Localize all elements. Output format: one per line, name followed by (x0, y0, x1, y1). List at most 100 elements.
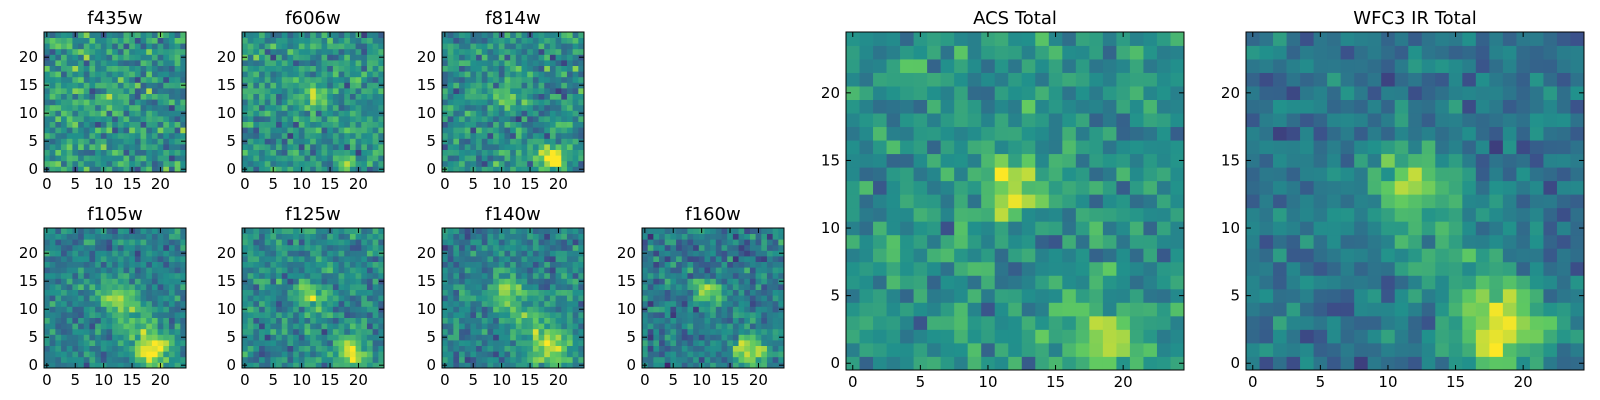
heatmap-cell (681, 228, 688, 234)
heatmap-cell (521, 65, 528, 72)
heatmap-cell (304, 295, 311, 302)
heatmap-cell (572, 323, 579, 330)
heatmap-cell (259, 37, 266, 44)
heatmap-cell (738, 323, 745, 330)
heatmap-cell (744, 306, 751, 313)
heatmap-cell (778, 340, 785, 346)
heatmap-cell (761, 362, 768, 369)
heatmap-cell (493, 144, 500, 150)
heatmap-cell (287, 340, 294, 346)
heatmap-cell (442, 356, 449, 363)
heatmap-cell (134, 306, 141, 313)
heatmap-cell (100, 149, 107, 156)
heatmap-cell (168, 362, 176, 369)
heatmap-cell (327, 334, 334, 341)
heatmap-cell (281, 284, 288, 290)
heatmap-cell (247, 250, 254, 257)
heatmap-cell (338, 295, 345, 302)
heatmap-cell (49, 82, 56, 89)
heatmap-cell (55, 317, 62, 324)
heatmap-cell (572, 317, 579, 324)
heatmap-cell (117, 138, 124, 145)
heatmap-cell (89, 116, 96, 122)
heatmap-cell (967, 234, 982, 249)
heatmap-cell (378, 127, 385, 134)
heatmap-cell (366, 54, 374, 61)
heatmap-cell (527, 351, 534, 358)
heatmap-cell (538, 127, 545, 134)
heatmap-cell (372, 132, 379, 139)
heatmap-cell (140, 138, 147, 145)
heatmap-cell (498, 267, 505, 274)
heatmap-cell (349, 278, 356, 285)
heatmap-cell (61, 149, 68, 156)
heatmap-cell (95, 334, 102, 341)
heatmap-cell (174, 65, 181, 72)
heatmap-cell (372, 244, 379, 251)
heatmap-cell (151, 138, 158, 145)
heatmap-cell (476, 116, 483, 122)
heatmap-cell (327, 267, 334, 274)
heatmap-cell (940, 315, 955, 330)
heatmap-cell (732, 323, 739, 330)
y-tick-label: 20 (417, 48, 436, 66)
heatmap-cell (561, 93, 568, 100)
heatmap-cell (555, 328, 562, 335)
heatmap-cell (361, 76, 368, 83)
heatmap-cell (659, 328, 666, 335)
heatmap-cell (264, 351, 271, 358)
heatmap-cell (515, 144, 522, 150)
heatmap-cell (157, 132, 164, 139)
heatmap-cell (555, 278, 562, 285)
heatmap-cell (561, 166, 568, 173)
heatmap-cell (698, 300, 705, 307)
heatmap-cell (772, 300, 779, 307)
heatmap-cell (549, 284, 556, 290)
heatmap-cell (304, 127, 311, 134)
heatmap-cell (129, 272, 136, 279)
heatmap-cell (1089, 356, 1104, 371)
heatmap-cell (310, 82, 317, 89)
heatmap-cell (72, 110, 79, 117)
heatmap-cell (578, 99, 585, 106)
heatmap-cell (72, 317, 79, 324)
heatmap-cell (493, 284, 500, 290)
heatmap-cell (49, 54, 56, 61)
heatmap-cell (442, 289, 449, 296)
heatmap-cell (1075, 315, 1090, 330)
heatmap-cell (174, 48, 181, 55)
heatmap-cell (366, 250, 374, 257)
heatmap-cell (873, 261, 887, 276)
heatmap-cell (293, 256, 300, 262)
heatmap-cell (515, 37, 522, 44)
heatmap-cell (338, 166, 345, 173)
heatmap-cell (476, 351, 483, 358)
heatmap-cell (515, 239, 522, 246)
heatmap-cell (95, 312, 102, 318)
heatmap-cell (44, 43, 51, 50)
heatmap-cell (772, 312, 779, 318)
heatmap-cell (247, 138, 254, 145)
heatmap-cell (873, 194, 887, 209)
panel-title: f160w (685, 204, 740, 225)
heatmap-cell (55, 244, 62, 251)
axes-frame (441, 31, 585, 173)
heatmap-cell (349, 289, 356, 296)
heatmap-cell (913, 356, 928, 371)
heatmap-cell (994, 288, 1009, 303)
heatmap-cell (715, 272, 722, 279)
heatmap-cell (766, 228, 774, 234)
heatmap-cell (476, 149, 483, 156)
heatmap-cell (117, 32, 124, 38)
heatmap-cell (527, 278, 534, 285)
heatmap-cell (310, 65, 317, 72)
heatmap-cell (647, 317, 654, 324)
heatmap-cell (659, 256, 666, 262)
heatmap-cell (242, 312, 249, 318)
heatmap-cell (304, 32, 311, 38)
heatmap-cell (453, 116, 460, 122)
heatmap-cell (749, 244, 756, 251)
heatmap-cell (476, 295, 483, 302)
heatmap-cell (715, 312, 722, 318)
heatmap-cell (744, 317, 751, 324)
